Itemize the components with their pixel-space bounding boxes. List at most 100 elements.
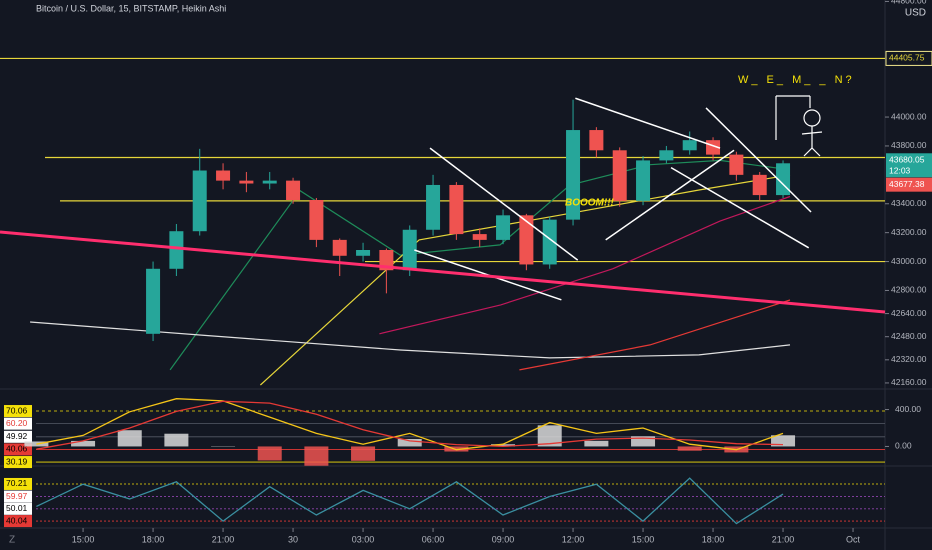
candle-body xyxy=(752,174,767,196)
macd-line xyxy=(36,398,784,451)
x-tick-label: 06:00 xyxy=(422,534,445,544)
candle-body xyxy=(682,140,697,151)
trendline xyxy=(575,97,721,149)
stick-figure xyxy=(775,95,823,157)
trendline xyxy=(0,230,886,314)
histogram-bar xyxy=(304,446,329,466)
histogram-bar xyxy=(677,446,702,451)
y-tick-label: 42640.00 xyxy=(891,308,927,318)
y-tick-label: 42480.00 xyxy=(891,331,927,341)
trendline xyxy=(605,149,735,241)
candle-body xyxy=(566,130,581,220)
chart-title: Bitcoin / U.S. Dollar, 15, BITSTAMP, Hei… xyxy=(36,3,226,13)
candle-body xyxy=(216,170,231,181)
rsi-level-label: 59.97 xyxy=(6,491,28,501)
rsi-level-label: 40.04 xyxy=(6,515,28,525)
rsi-level-box xyxy=(4,502,32,515)
candle-body xyxy=(612,150,627,201)
overlay-level-label: 49.92 xyxy=(6,431,28,441)
histogram-bar xyxy=(444,446,469,452)
overlay-level-box xyxy=(4,430,32,443)
annotation: W_ E_ M_ _ N? xyxy=(738,74,855,86)
overlay-level-box xyxy=(4,405,32,418)
histogram-bar xyxy=(631,436,656,447)
rsi-level-box xyxy=(4,515,32,528)
x-tick-label: 12:00 xyxy=(562,534,585,544)
x-tick-label: 30 xyxy=(288,534,298,544)
candle-body xyxy=(146,268,161,334)
candle-body xyxy=(332,239,347,256)
overlay-level-label: 70.06 xyxy=(6,405,28,415)
countdown-label: 12:03 xyxy=(889,166,911,176)
y-tick-label: 43400.00 xyxy=(891,198,927,208)
histogram-bar xyxy=(584,440,609,447)
histogram-bar xyxy=(351,446,376,461)
candle-body xyxy=(262,180,277,184)
histogram-bar xyxy=(257,446,282,461)
candle-body xyxy=(589,130,604,151)
y-tick-label: 43000.00 xyxy=(891,256,927,266)
macd-tick-label: 0.00 xyxy=(895,441,912,451)
candle-body xyxy=(542,219,557,265)
x-tick-label: 21:00 xyxy=(212,534,235,544)
y-tick-label: 42160.00 xyxy=(891,377,927,387)
candle-body xyxy=(402,229,417,271)
histogram-bar xyxy=(117,430,142,447)
y-tick-label: 44000.00 xyxy=(891,111,927,121)
x-tick-label: 21:00 xyxy=(772,534,795,544)
price-mark-label: 43677.38 xyxy=(889,179,925,189)
price-mark-box xyxy=(886,177,932,192)
price-mark-label: 44405.75 xyxy=(889,53,925,63)
histogram-bar xyxy=(491,444,516,447)
x-tick-label: 15:00 xyxy=(72,534,95,544)
overlay-level-label: 40.06 xyxy=(6,444,28,454)
rsi-line xyxy=(36,477,784,525)
histogram-bar xyxy=(397,438,422,447)
trendline xyxy=(429,147,579,261)
x-tick-label: 18:00 xyxy=(702,534,725,544)
overlay-level-box xyxy=(4,456,32,469)
y-tick-label: 42320.00 xyxy=(891,354,927,364)
x-tick-label: Oct xyxy=(846,534,861,544)
currency-label: USD xyxy=(905,8,926,19)
overlay-level-label: 60.20 xyxy=(6,418,28,428)
candle-body xyxy=(472,234,487,240)
annotation: BOOOM!!! xyxy=(565,198,615,209)
candle-body xyxy=(309,199,324,240)
x-tick-label: 09:00 xyxy=(492,534,515,544)
moving-average xyxy=(259,174,791,386)
price-mark-box xyxy=(886,153,932,178)
candle-body xyxy=(286,180,301,200)
candle-body xyxy=(449,184,464,235)
y-tick-label: 43200.00 xyxy=(891,227,927,237)
price-mark-box xyxy=(885,50,932,66)
overlay-level-label: 30.19 xyxy=(6,456,28,466)
price-mark-label: 43680.05 xyxy=(889,155,925,165)
candle-body xyxy=(192,170,207,232)
histogram-bar xyxy=(71,440,96,447)
candle-body xyxy=(356,249,371,256)
candle-body xyxy=(659,150,674,161)
histogram-bar xyxy=(164,433,189,447)
candle-body xyxy=(239,180,254,184)
rsi-level-label: 70.21 xyxy=(6,478,28,488)
y-tick-label: 44800.00 xyxy=(891,0,927,6)
moving-average xyxy=(519,299,791,371)
macd-line xyxy=(36,400,784,450)
timezone-icon[interactable]: Z xyxy=(9,535,15,546)
candle-body xyxy=(729,154,744,175)
histogram-bar xyxy=(771,435,796,447)
macd-tick-label: 400.00 xyxy=(895,404,921,414)
candle-body xyxy=(169,231,184,269)
rsi-level-label: 50.01 xyxy=(6,503,28,513)
candle-body xyxy=(636,160,651,201)
x-tick-label: 18:00 xyxy=(142,534,165,544)
trendline xyxy=(670,166,810,249)
y-tick-label: 43800.00 xyxy=(891,140,927,150)
histogram-bar xyxy=(537,425,562,447)
moving-average xyxy=(379,195,791,335)
candle-body xyxy=(426,184,441,230)
x-tick-label: 15:00 xyxy=(632,534,655,544)
y-tick-label: 42800.00 xyxy=(891,285,927,295)
